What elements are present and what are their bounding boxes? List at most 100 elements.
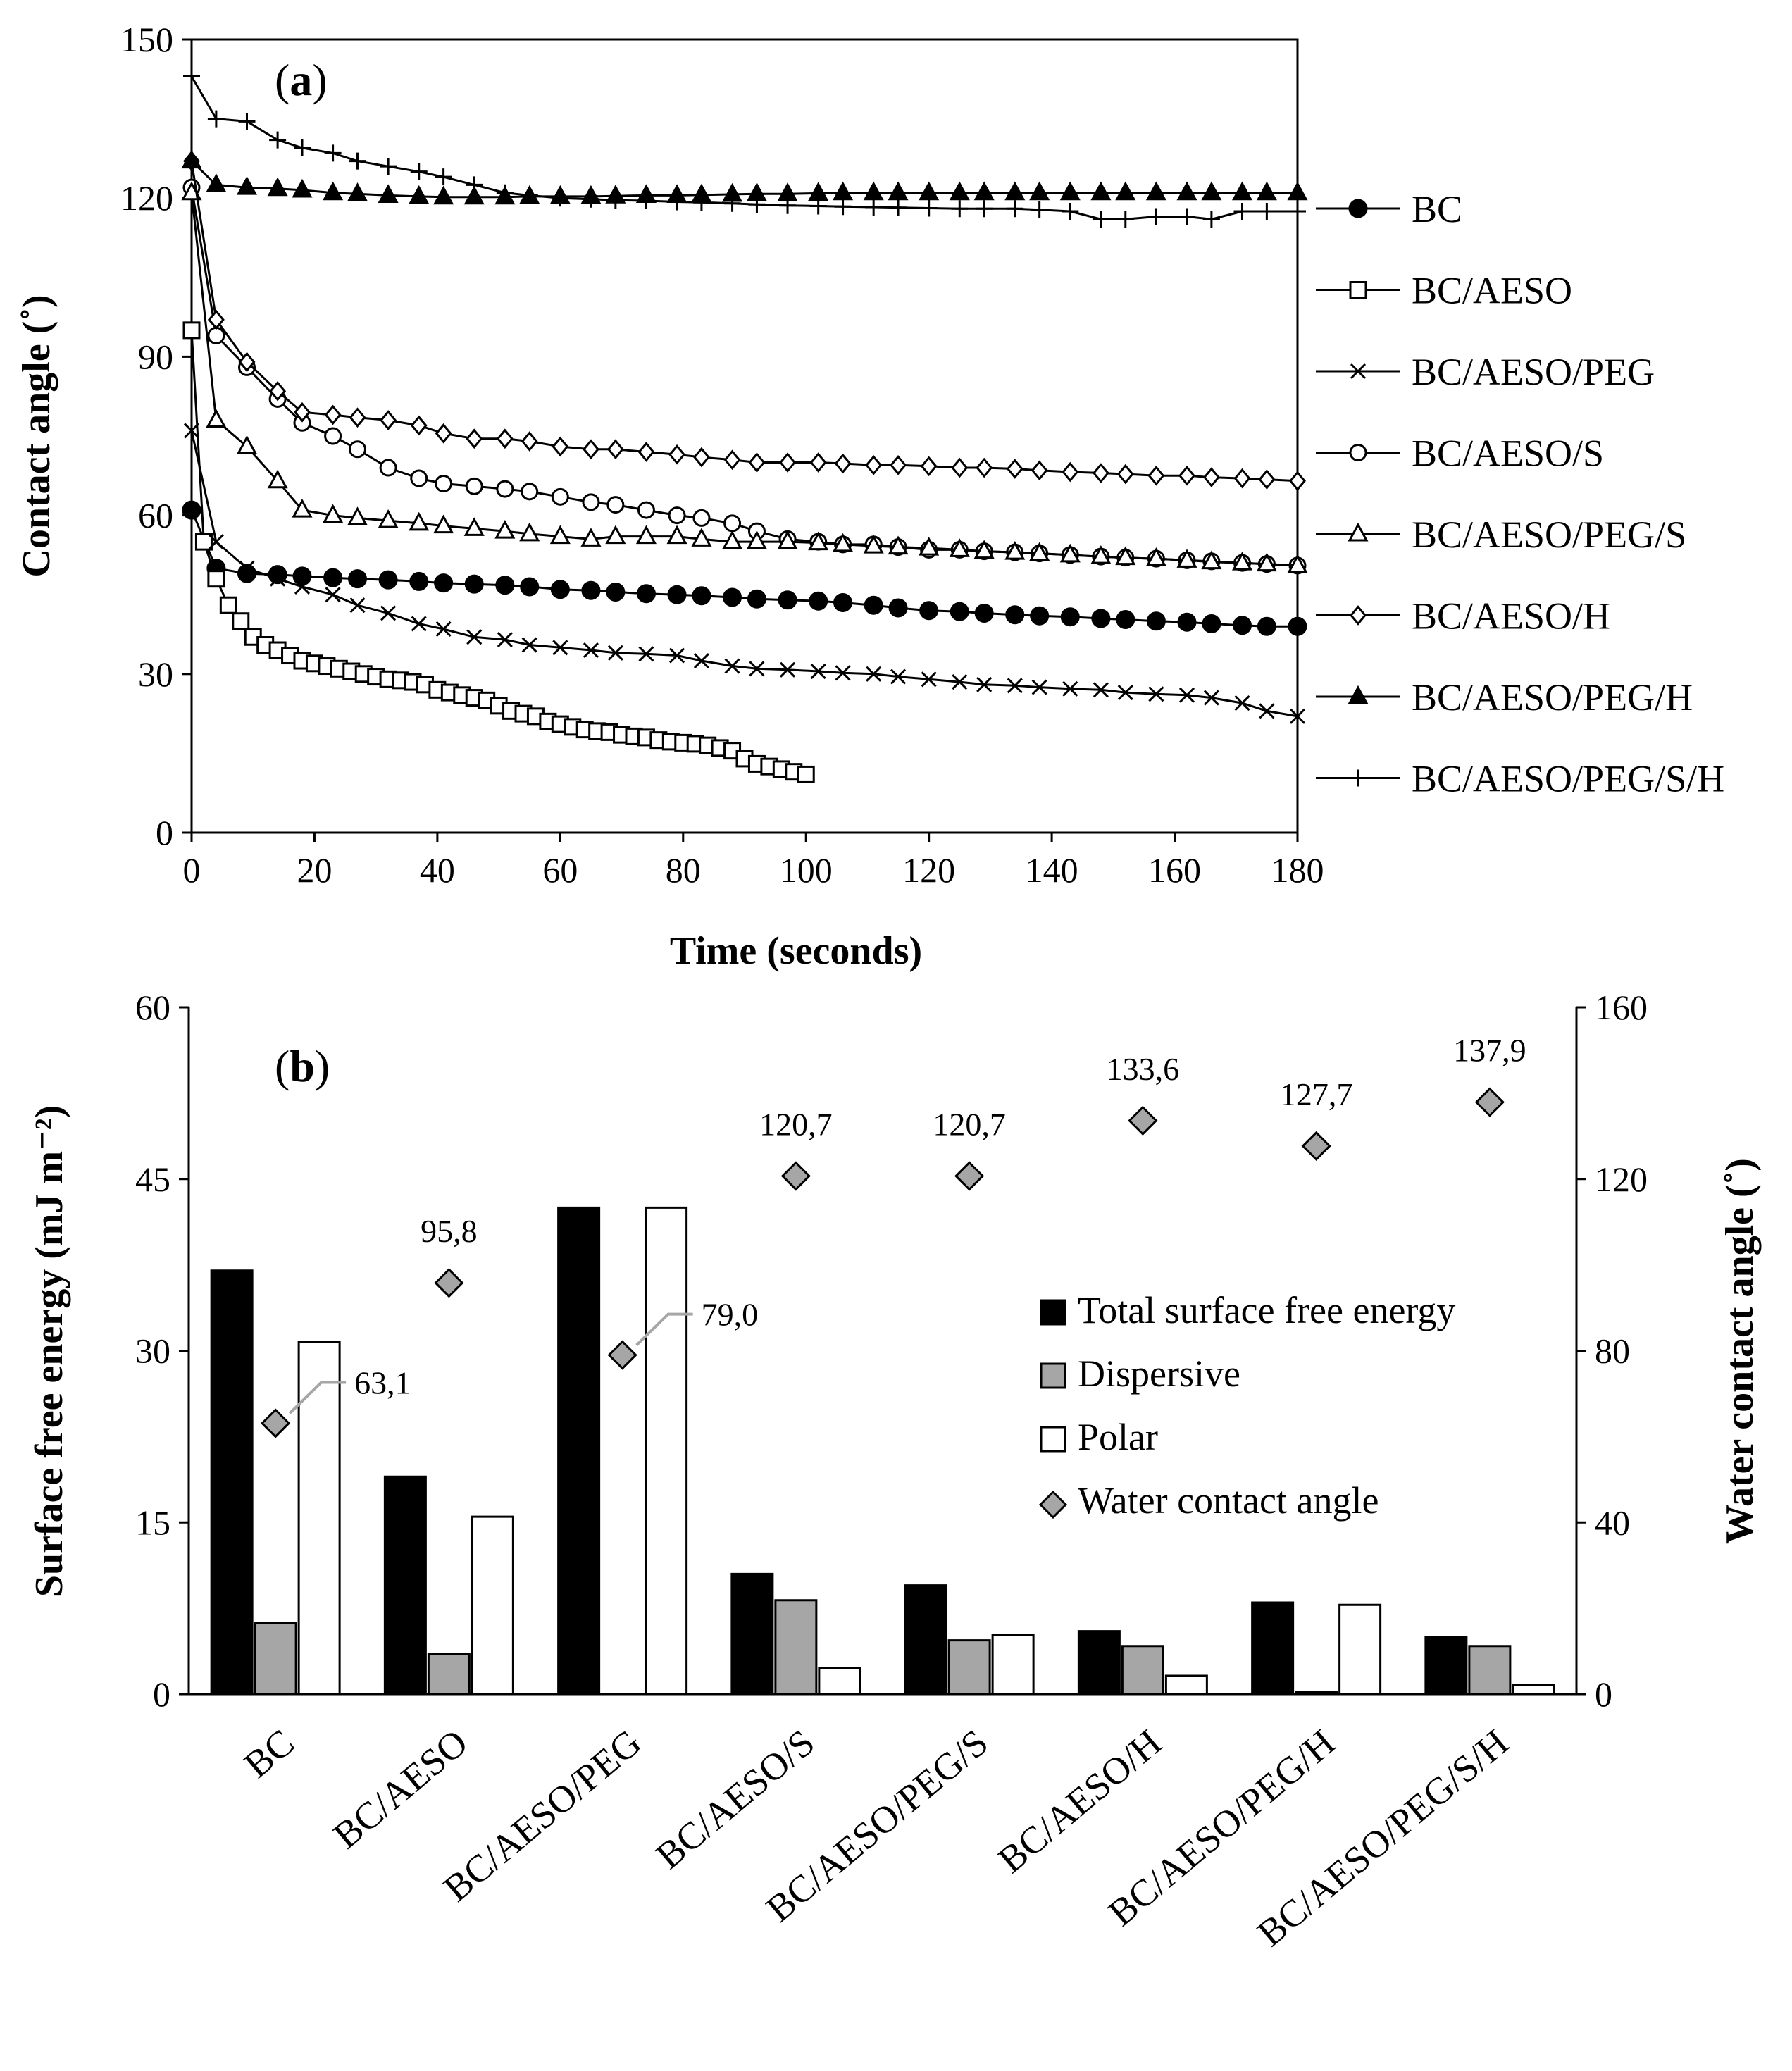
data-point [749, 661, 765, 677]
data-point [833, 533, 854, 552]
legend-marker [1348, 199, 1368, 218]
scatter-marker [1301, 1131, 1331, 1161]
legend-item-total-surface-free-energy: Total surface free energy [1040, 1289, 1455, 1331]
data-point [778, 590, 797, 610]
bar-dispersive [1468, 1645, 1512, 1696]
data-point [810, 663, 826, 680]
data-point [208, 534, 224, 550]
data-point [1062, 680, 1078, 697]
data-point [1258, 469, 1276, 490]
y-tick-label: 15 [135, 1503, 170, 1542]
data-point [1256, 181, 1277, 201]
data-point [668, 647, 685, 664]
data-point [410, 415, 428, 436]
data-point [207, 309, 225, 330]
data-point [494, 519, 516, 539]
data-point [1202, 467, 1220, 487]
data-point [267, 177, 288, 197]
data-point [349, 152, 366, 170]
data-point [1202, 211, 1220, 228]
data-point [347, 506, 368, 525]
data-point [1090, 545, 1112, 564]
data-point [920, 456, 938, 477]
chart-b-category-axis: BC BC/AESOBC/AESO/PEGBC/AESO/SBC/AESO/PEG… [236, 1721, 1517, 1954]
data-point [269, 131, 287, 149]
data-point [1029, 542, 1050, 561]
legend-label: BC/AESO [1412, 270, 1572, 312]
data-point [1060, 607, 1080, 627]
chart-b-bars-group [210, 1206, 1555, 1696]
water-contact-point-1: 63,1 [261, 1364, 411, 1438]
data-point [605, 525, 626, 545]
data-point [497, 631, 513, 648]
data-point [551, 487, 569, 506]
data-point [238, 113, 256, 130]
data-point [1176, 549, 1197, 568]
data-point [292, 498, 313, 518]
legend-swatch [1040, 1426, 1066, 1453]
data-point [1116, 464, 1134, 485]
data-point [379, 459, 397, 477]
legend-item-bc-aeso-peg-s-h: BC/AESO/PEG/S/H [1316, 758, 1724, 800]
data-point [183, 68, 200, 85]
legend-item-bc-aeso: BC/AESO [1316, 270, 1572, 312]
data-point [606, 192, 624, 209]
water-contact-point-6: 133,6 [1107, 1051, 1179, 1136]
y-tick-label: 150 [120, 20, 173, 59]
data-point [1289, 202, 1306, 220]
data-point [866, 666, 882, 682]
data-point [692, 586, 711, 606]
data-point [219, 596, 237, 614]
data-point [581, 580, 601, 600]
bar-group-bc-aeso-peg-s [904, 1584, 1035, 1696]
data-point [951, 200, 969, 218]
data-point [552, 640, 568, 656]
data-point [723, 587, 742, 607]
data-point [1177, 612, 1197, 632]
data-point [435, 423, 452, 444]
data-point [465, 477, 483, 495]
bar-total-surface-free-energy [557, 1206, 601, 1696]
data-point [950, 602, 969, 621]
data-point [919, 537, 940, 556]
data-point [797, 765, 815, 783]
data-point [1117, 685, 1133, 701]
y-tick-label: 45 [135, 1159, 170, 1199]
chart-b-right-axis-title: Water contact angle (˚) [1718, 1158, 1762, 1544]
data-point [1116, 211, 1134, 228]
data-label-leader [635, 1312, 693, 1347]
data-point [582, 190, 599, 208]
data-point [1146, 611, 1166, 631]
data-point [809, 452, 827, 473]
data-point [182, 500, 201, 520]
data-point [637, 501, 655, 519]
data-point [692, 509, 711, 527]
data-point [433, 185, 454, 205]
data-point [919, 601, 939, 621]
data-point [890, 668, 907, 685]
bar-dispersive [947, 1639, 991, 1696]
data-point [520, 577, 540, 597]
data-point [1178, 208, 1195, 225]
chart-a: 0 30 60 90 120 150 0 20 40 60 80 100 120 140 160 180 B… [15, 20, 1724, 973]
data-point [411, 616, 427, 632]
water-contact-point-8: 137,9 [1453, 1033, 1526, 1117]
data-point [1116, 609, 1135, 629]
bar-polar [297, 1341, 341, 1696]
data-point [1231, 552, 1253, 571]
data-point [433, 514, 454, 534]
legend-item-bc-aeso-peg: BC/AESO/PEG [1316, 351, 1655, 393]
data-point [865, 454, 883, 475]
series-line [190, 192, 1298, 567]
data-point [723, 449, 741, 471]
data-point [1203, 690, 1219, 706]
data-point [1006, 200, 1023, 218]
scatter-marker [1474, 1087, 1505, 1117]
data-point [409, 571, 429, 591]
data-point [748, 452, 766, 473]
y2-tick-label: 160 [1595, 988, 1648, 1027]
data-point [1231, 181, 1253, 201]
data-point [1201, 550, 1222, 570]
data-point [236, 435, 258, 454]
chart-a-x-axis: 0 20 40 60 80 100 120 140 160 180 [183, 833, 1324, 890]
